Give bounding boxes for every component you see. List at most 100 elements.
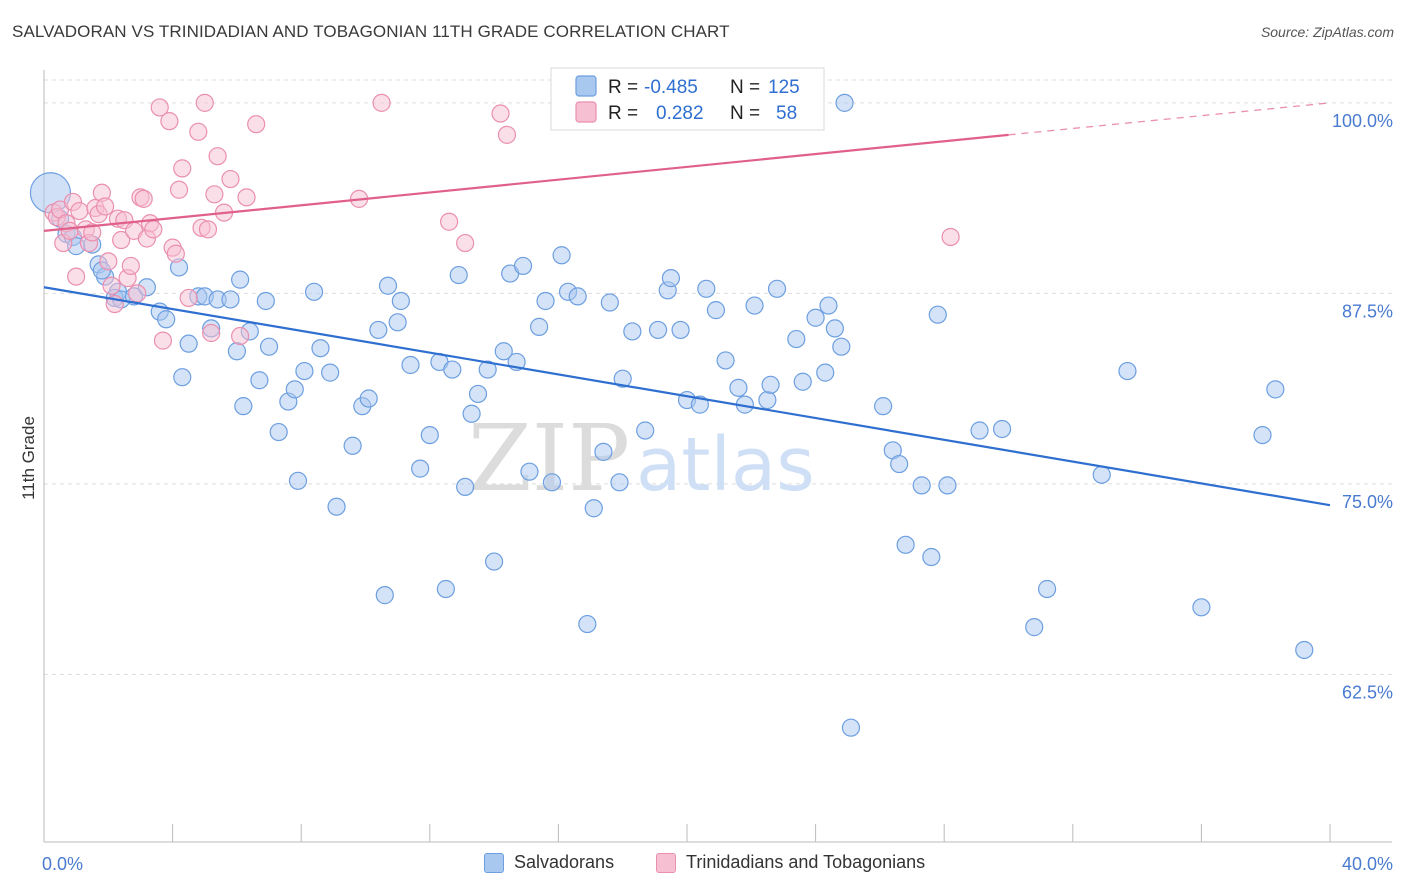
salvadoran-point: [671, 320, 690, 340]
salvadoran-point: [449, 265, 468, 285]
trinidadian-point: [208, 147, 227, 166]
trinidadian-point: [95, 197, 115, 216]
legend-label-salvadorans: Salvadorans: [514, 852, 615, 872]
y-axis-label: 11th Grade: [19, 416, 38, 500]
y-axis-title: 11th Grade: [19, 416, 38, 500]
salvadoran-point: [478, 360, 497, 379]
legend-n-label: N =: [730, 103, 760, 124]
salvadoran-point: [221, 290, 240, 309]
salvadoran-point: [729, 378, 748, 397]
salvadoran-point: [443, 360, 462, 379]
salvadoran-point: [928, 305, 947, 324]
trinidadian-point: [189, 122, 208, 141]
trinidadian-point: [221, 169, 240, 189]
salvadoran-point: [578, 614, 597, 634]
salvadoran-point: [793, 372, 812, 391]
salvadoran-point: [552, 246, 571, 265]
chart-title: SALVADORAN VS TRINIDADIAN AND TOBAGONIAN…: [12, 22, 730, 41]
trinidadian-point: [166, 244, 185, 263]
salvadoran-point: [806, 308, 825, 327]
salvadoran-point: [388, 313, 407, 332]
salvadoran-point: [706, 301, 726, 320]
salvadoran-point: [890, 454, 909, 474]
trinidadian-point: [153, 331, 173, 350]
stats-legend: R = -0.485 N = 125 R = 0.282 N = 58: [550, 67, 825, 131]
legend-swatch-salvadorans: [484, 852, 504, 873]
salvadoran-point: [767, 279, 787, 298]
salvadoran-point: [816, 363, 835, 382]
salvadoran-point: [485, 552, 504, 571]
y-tick-label: 100.0%: [1332, 111, 1393, 131]
legend-r-value: -0.485: [644, 77, 698, 98]
salvadoran-point: [343, 436, 362, 455]
salvadoran-point: [462, 404, 481, 423]
salvadoran-point: [157, 310, 176, 329]
legend-label-trinidadians: Trinidadians and Tobagonians: [686, 852, 926, 872]
source-label: Source: ZipAtlas.com: [1260, 24, 1394, 40]
trinidadian-point: [179, 288, 198, 308]
trinidadian-point: [231, 326, 250, 346]
legend-n-value: 125: [768, 77, 800, 98]
trinidadian-point: [128, 284, 147, 303]
y-tick-label: 75.0%: [1342, 492, 1393, 512]
trinidadian-trend-line: [43, 133, 1009, 232]
salvadoran-point: [231, 270, 250, 289]
salvadoran-point: [761, 375, 780, 394]
y-tick-label: 62.5%: [1342, 682, 1393, 702]
salvadoran-point: [530, 317, 549, 336]
salvadoran-point: [1025, 618, 1044, 637]
trinidadian-point: [941, 227, 960, 247]
legend-r-label: R =: [608, 77, 638, 98]
salvadoran-point: [825, 319, 844, 338]
salvadoran-point: [623, 322, 642, 341]
salvadoran-point: [401, 355, 420, 375]
salvadoran-point: [304, 282, 324, 301]
trinidadian-point: [160, 112, 179, 131]
trinidadian-point: [99, 252, 118, 271]
y-tick-label: 87.5%: [1342, 301, 1393, 321]
salvadoran-point: [234, 397, 253, 416]
salvadoran-point: [369, 320, 388, 340]
legend-r-label: R =: [608, 103, 638, 124]
salvadoran-point: [594, 442, 613, 461]
salvadoran-point: [494, 342, 513, 361]
trinidadian-point: [372, 93, 391, 112]
salvadoran-point: [636, 421, 655, 440]
trinidadian-point: [198, 220, 218, 239]
salvadoran-point: [536, 291, 555, 311]
trinidadian-point: [195, 93, 214, 112]
salvadoran-point: [327, 497, 346, 516]
trinidadian-point: [169, 180, 189, 199]
trinidadian-point: [83, 223, 102, 242]
legend-item-trinidadians: Trinidadians and Tobagonians: [656, 852, 925, 873]
legend-r-value: 0.282: [656, 103, 704, 124]
trinidadian-point: [491, 104, 510, 123]
salvadoran-point: [520, 462, 539, 481]
salvadoran-point: [378, 276, 398, 295]
trinidadian-trend-extension: [1008, 102, 1331, 136]
salvadoran-point: [758, 390, 777, 410]
salvadoran-point: [179, 334, 198, 353]
salvadoran-point: [250, 371, 269, 390]
salvadoran-point: [841, 718, 861, 737]
salvadoran-point: [745, 296, 764, 315]
trinidadian-point: [121, 256, 140, 276]
salvadoran-point: [610, 473, 629, 492]
salvadoran-point: [359, 389, 378, 408]
salvadoran-point: [992, 419, 1012, 439]
salvadoran-point: [1266, 380, 1285, 399]
salvadoran-point: [1092, 465, 1111, 484]
salvadoran-point: [269, 422, 288, 442]
watermark-atlas: atlas: [636, 422, 815, 508]
legend-swatch-trinidadians: [656, 852, 676, 873]
data-points: [29, 93, 1314, 737]
salvadoran-point: [436, 579, 455, 599]
salvadoran-point: [819, 296, 838, 315]
salvadoran-point: [938, 476, 957, 495]
trinidadian-point: [439, 212, 459, 231]
salvadoran-point: [1118, 361, 1137, 381]
salvadoran-point: [456, 477, 475, 497]
salvadoran-point: [1192, 598, 1211, 617]
legend-n-label: N =: [730, 77, 760, 98]
watermark: ZIP atlas: [468, 405, 815, 512]
